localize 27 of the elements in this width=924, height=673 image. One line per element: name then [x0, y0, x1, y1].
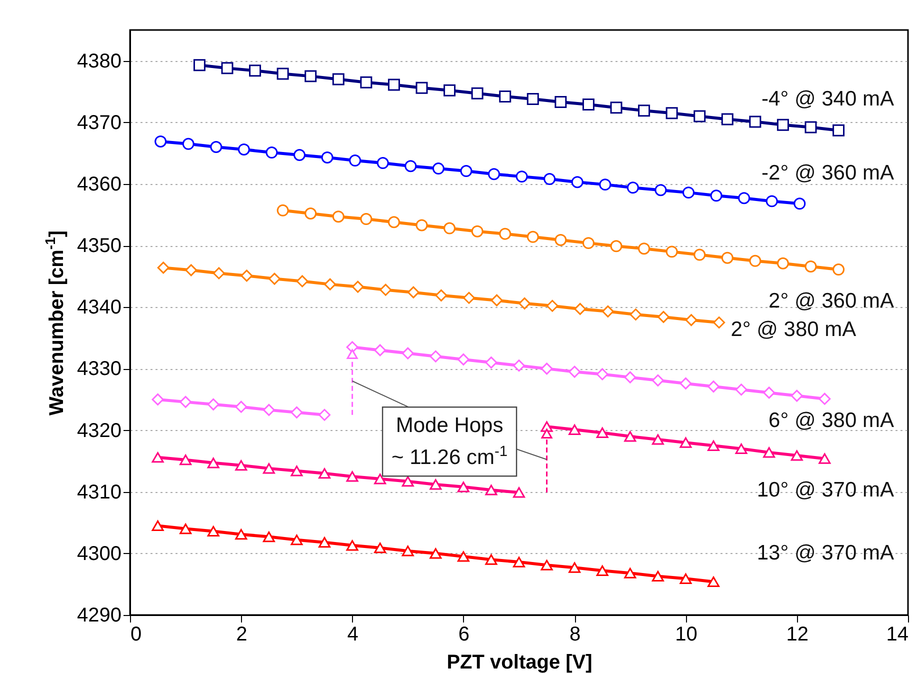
y-tick-label: 4330	[77, 358, 122, 380]
x-axis-title: PZT voltage [V]	[446, 652, 592, 673]
x-tick-label: 8	[570, 624, 581, 646]
series-label: -4° @ 340 mA	[762, 88, 894, 111]
annotation: Mode Hops ~ 11.26 cm$^{-1}$	[392, 414, 508, 470]
x-tick-label: 0	[130, 624, 142, 646]
x-tick-label: 12	[786, 624, 808, 646]
series-label: -2° @ 360 mA	[762, 161, 894, 184]
x-tick-label: 4	[347, 624, 358, 646]
y-tick-label: 4340	[77, 296, 122, 319]
x-tick-label: 14	[886, 624, 908, 646]
series-label: 10° @ 370 mA	[756, 478, 894, 502]
series-label: 2° @ 360 mA	[768, 290, 894, 313]
y-tick-label: 4320	[77, 420, 122, 442]
y-tick-label: 4380	[77, 50, 122, 72]
y-tick-label: 4290	[77, 604, 122, 626]
y-tick-label: 4300	[77, 542, 122, 565]
y-tick-label: 4310	[77, 481, 122, 504]
y-tick-label: 4350	[77, 235, 122, 258]
y-tick-label: 4360	[77, 173, 122, 196]
x-tick-label: 2	[236, 624, 248, 646]
x-tick-label: 10	[675, 624, 698, 646]
text: 13° @ 370 mA	[756, 541, 894, 564]
y-tick-label: 4370	[77, 112, 122, 134]
series-label: 6° @ 380 mA	[768, 409, 894, 432]
x-tick-label: 6	[458, 624, 470, 646]
series-label: 2° @ 380 mA	[730, 318, 856, 341]
